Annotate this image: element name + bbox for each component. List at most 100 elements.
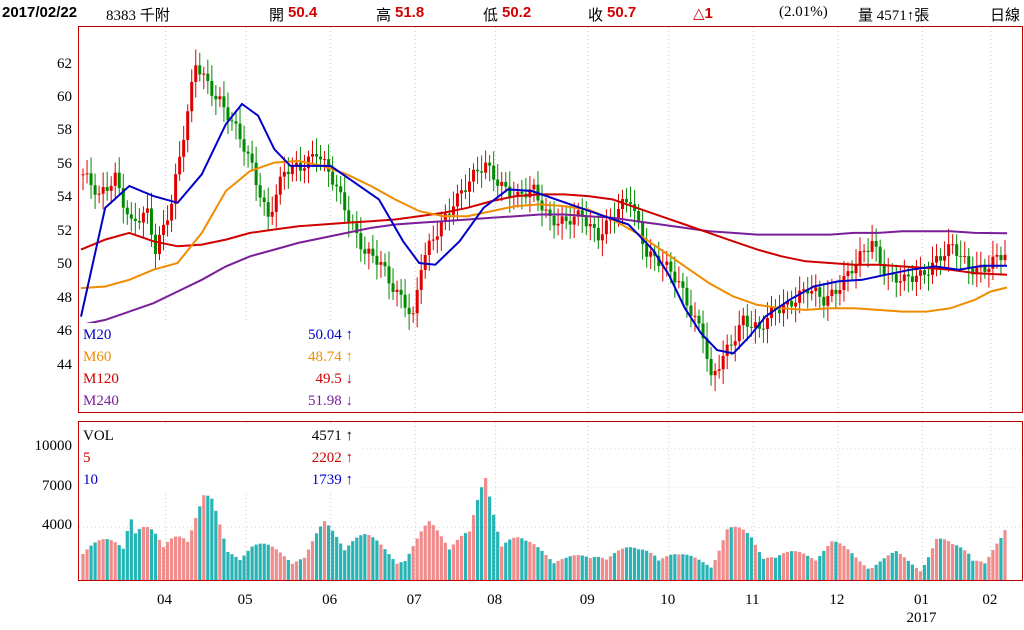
volume-bar [407,553,411,580]
volume-bar [548,559,552,580]
candle-body [93,185,97,195]
candle-body [339,186,343,193]
volume-bar [254,544,258,580]
candle-body [443,213,447,223]
volume-bar [379,544,383,580]
month-tick: 04 [157,592,173,608]
candle-body [629,202,633,205]
volume-bar [624,547,629,580]
volume-bar [987,556,991,580]
volume-bar [713,560,717,580]
candle-body [778,309,782,314]
volume-bar [89,545,93,580]
volume-bar [906,560,910,580]
volume-bar [641,549,645,580]
candle-body [790,300,794,307]
month-tick: 09 [579,592,595,608]
candle-body [182,139,186,157]
candle-body [753,322,757,328]
volume-bar [270,546,274,580]
volume-chart-panel: VOL 4571 ↑ 5 2202 ↑ 10 1739 ↑ [78,421,1023,581]
candle-body [367,248,371,254]
volume-bar [544,554,548,580]
volume-bar [910,564,914,580]
price-y-tick: 58 [57,122,72,139]
candle-body [600,234,604,241]
volume-bar [97,540,101,580]
volume-bar [604,559,609,580]
volume-bar [383,549,387,580]
high-value: 51.8 [395,4,425,21]
candle-body [387,266,391,284]
candle-body [729,344,733,346]
volume-bar [258,543,262,580]
volume-bar [339,543,343,580]
volume-bar [157,539,162,580]
candle-body [838,289,842,294]
candle-body [170,203,174,221]
volume-bar [125,531,129,580]
month-tick: 05 [237,592,253,608]
ma-legend-value: 51.98 ↓ [308,393,353,409]
candle-body [814,287,818,292]
volume-bar [717,550,721,580]
close-value: 50.7 [607,4,637,21]
candle-body [427,240,431,255]
volume-bar [866,568,870,580]
volume-bar [922,564,927,580]
candle-body [178,156,182,175]
candle-body [794,302,798,307]
candle-body [983,264,987,272]
candle-body [673,271,677,283]
volume-bar [230,554,234,580]
volume-bar [81,553,85,580]
candle-body [238,123,242,140]
volume-bar [367,534,371,580]
volume-bar [938,538,943,580]
volume-bar [294,561,298,580]
volume-bar [693,557,697,580]
candle-body [914,275,918,282]
candle-body [492,165,496,180]
candle-body [149,208,153,235]
volume-bar [194,518,198,580]
candle-body [439,222,443,237]
volume-bar [286,559,290,580]
volume-bar [951,544,955,580]
candle-body [798,290,802,303]
candle-body [866,250,870,252]
month-tick: 12 [829,592,845,608]
candle-body [999,254,1003,261]
volume-bar [278,552,282,580]
candle-body [854,264,858,274]
candle-body [922,270,926,275]
candle-body [918,270,922,276]
candle-body [194,65,198,82]
volume-bar [314,533,319,580]
volume-bar [854,557,858,580]
volume-bar [761,558,766,580]
volume-bar [375,540,379,580]
candle-body [186,111,190,140]
candle-body [556,223,560,226]
volume-bar [798,552,802,580]
candle-body [85,173,89,175]
ma-legend-value: 49.5 ↓ [315,371,354,387]
volume-bar [765,557,770,580]
price-chart-canvas [80,27,1008,412]
volume-bar [637,549,641,580]
candle-body [97,193,101,195]
candle-body [898,281,902,283]
candle-body [761,328,765,330]
volume-bar [657,560,661,580]
volume-bar [210,498,214,580]
volume-bar [536,547,540,580]
volume-bar [729,527,733,580]
candle-body [604,220,608,235]
volume-bar [600,557,604,580]
candle-body [975,267,979,275]
candle-body [520,191,524,194]
volume-bar [117,545,121,580]
volume-bar [226,552,230,580]
volume-bar [564,557,568,580]
